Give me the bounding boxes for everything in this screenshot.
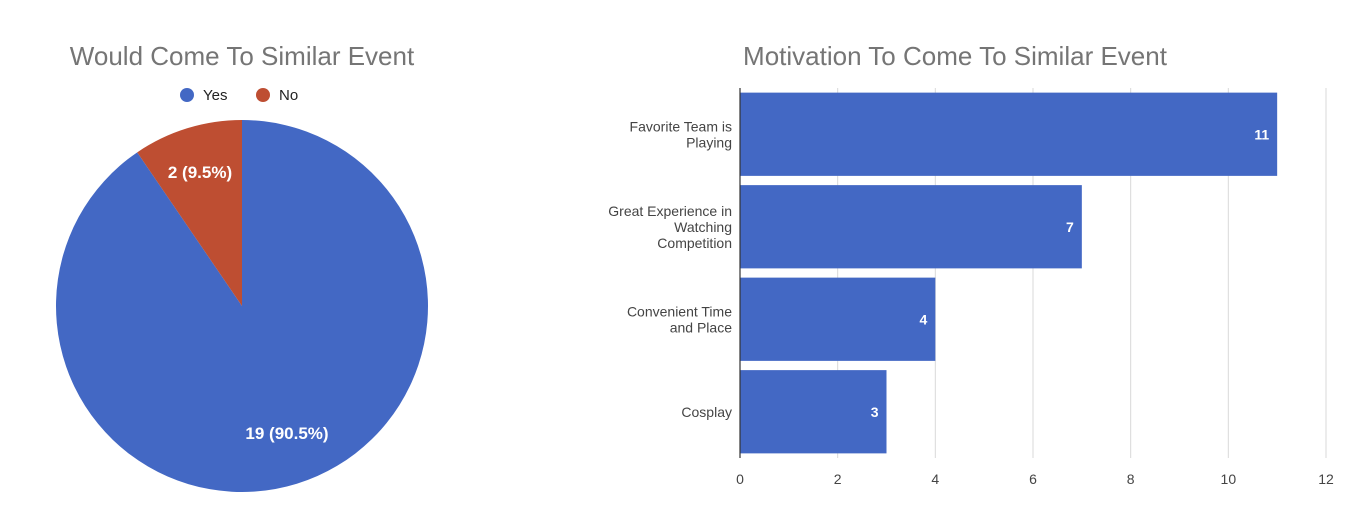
bar-value-label: 4 [920, 311, 928, 327]
category-label-line: Playing [686, 134, 732, 150]
category-label-line: Watching [674, 219, 732, 235]
legend-label-yes: Yes [203, 87, 227, 104]
bar [740, 277, 936, 361]
slice-label-no: 2 (9.5%) [168, 163, 232, 182]
category-label: Favorite Team is Playing [630, 118, 732, 150]
category-label-line: Competition [657, 235, 732, 251]
pie-chart: Would Come To Similar Event Yes No 2 (9.… [56, 41, 429, 492]
x-tick-label: 4 [931, 471, 939, 487]
category-label: Cosplay [681, 404, 732, 420]
category-label-line: Convenient Time [627, 303, 732, 319]
category-label-line: Favorite Team is [630, 118, 732, 134]
x-tick-label: 2 [834, 471, 842, 487]
pie-chart-title: Would Come To Similar Event [70, 41, 415, 71]
pie-legend: Yes No [180, 87, 298, 104]
category-label-line: and Place [670, 319, 732, 335]
bar-chart: Motivation To Come To Similar Event 11 7 4… [608, 41, 1334, 487]
pie-slice-yes [56, 120, 429, 492]
x-tick-label: 8 [1127, 471, 1135, 487]
pie-slices [56, 120, 429, 492]
bar-chart-title: Motivation To Come To Similar Event [743, 41, 1168, 71]
bar [740, 92, 1278, 176]
x-tick-label: 6 [1029, 471, 1037, 487]
category-label-line: Great Experience in [608, 203, 732, 219]
category-label: Convenient Time and Place [627, 303, 732, 335]
bar-value-label: 3 [871, 404, 879, 420]
category-label-line: Cosplay [681, 404, 732, 420]
bar [740, 370, 887, 454]
legend-label-no: No [279, 87, 298, 104]
x-tick-label: 10 [1221, 471, 1237, 487]
bar-value-label: 7 [1066, 219, 1074, 235]
category-label: Great Experience in Watching Competition [608, 203, 732, 251]
legend-swatch-yes [180, 88, 194, 102]
legend-swatch-no [256, 88, 270, 102]
bar-category-labels: Favorite Team is Playing Great Experience … [608, 118, 732, 420]
bar [740, 185, 1082, 269]
slice-label-yes: 19 (90.5%) [245, 424, 328, 443]
x-tick-label: 0 [736, 471, 744, 487]
bar-series: 11 7 4 3 [740, 92, 1278, 454]
bar-x-tick-labels: 0 2 4 6 8 10 12 [736, 471, 1334, 487]
bar-value-label: 11 [1254, 126, 1269, 142]
x-tick-label: 12 [1318, 471, 1334, 487]
pie-slice-no [137, 120, 242, 306]
